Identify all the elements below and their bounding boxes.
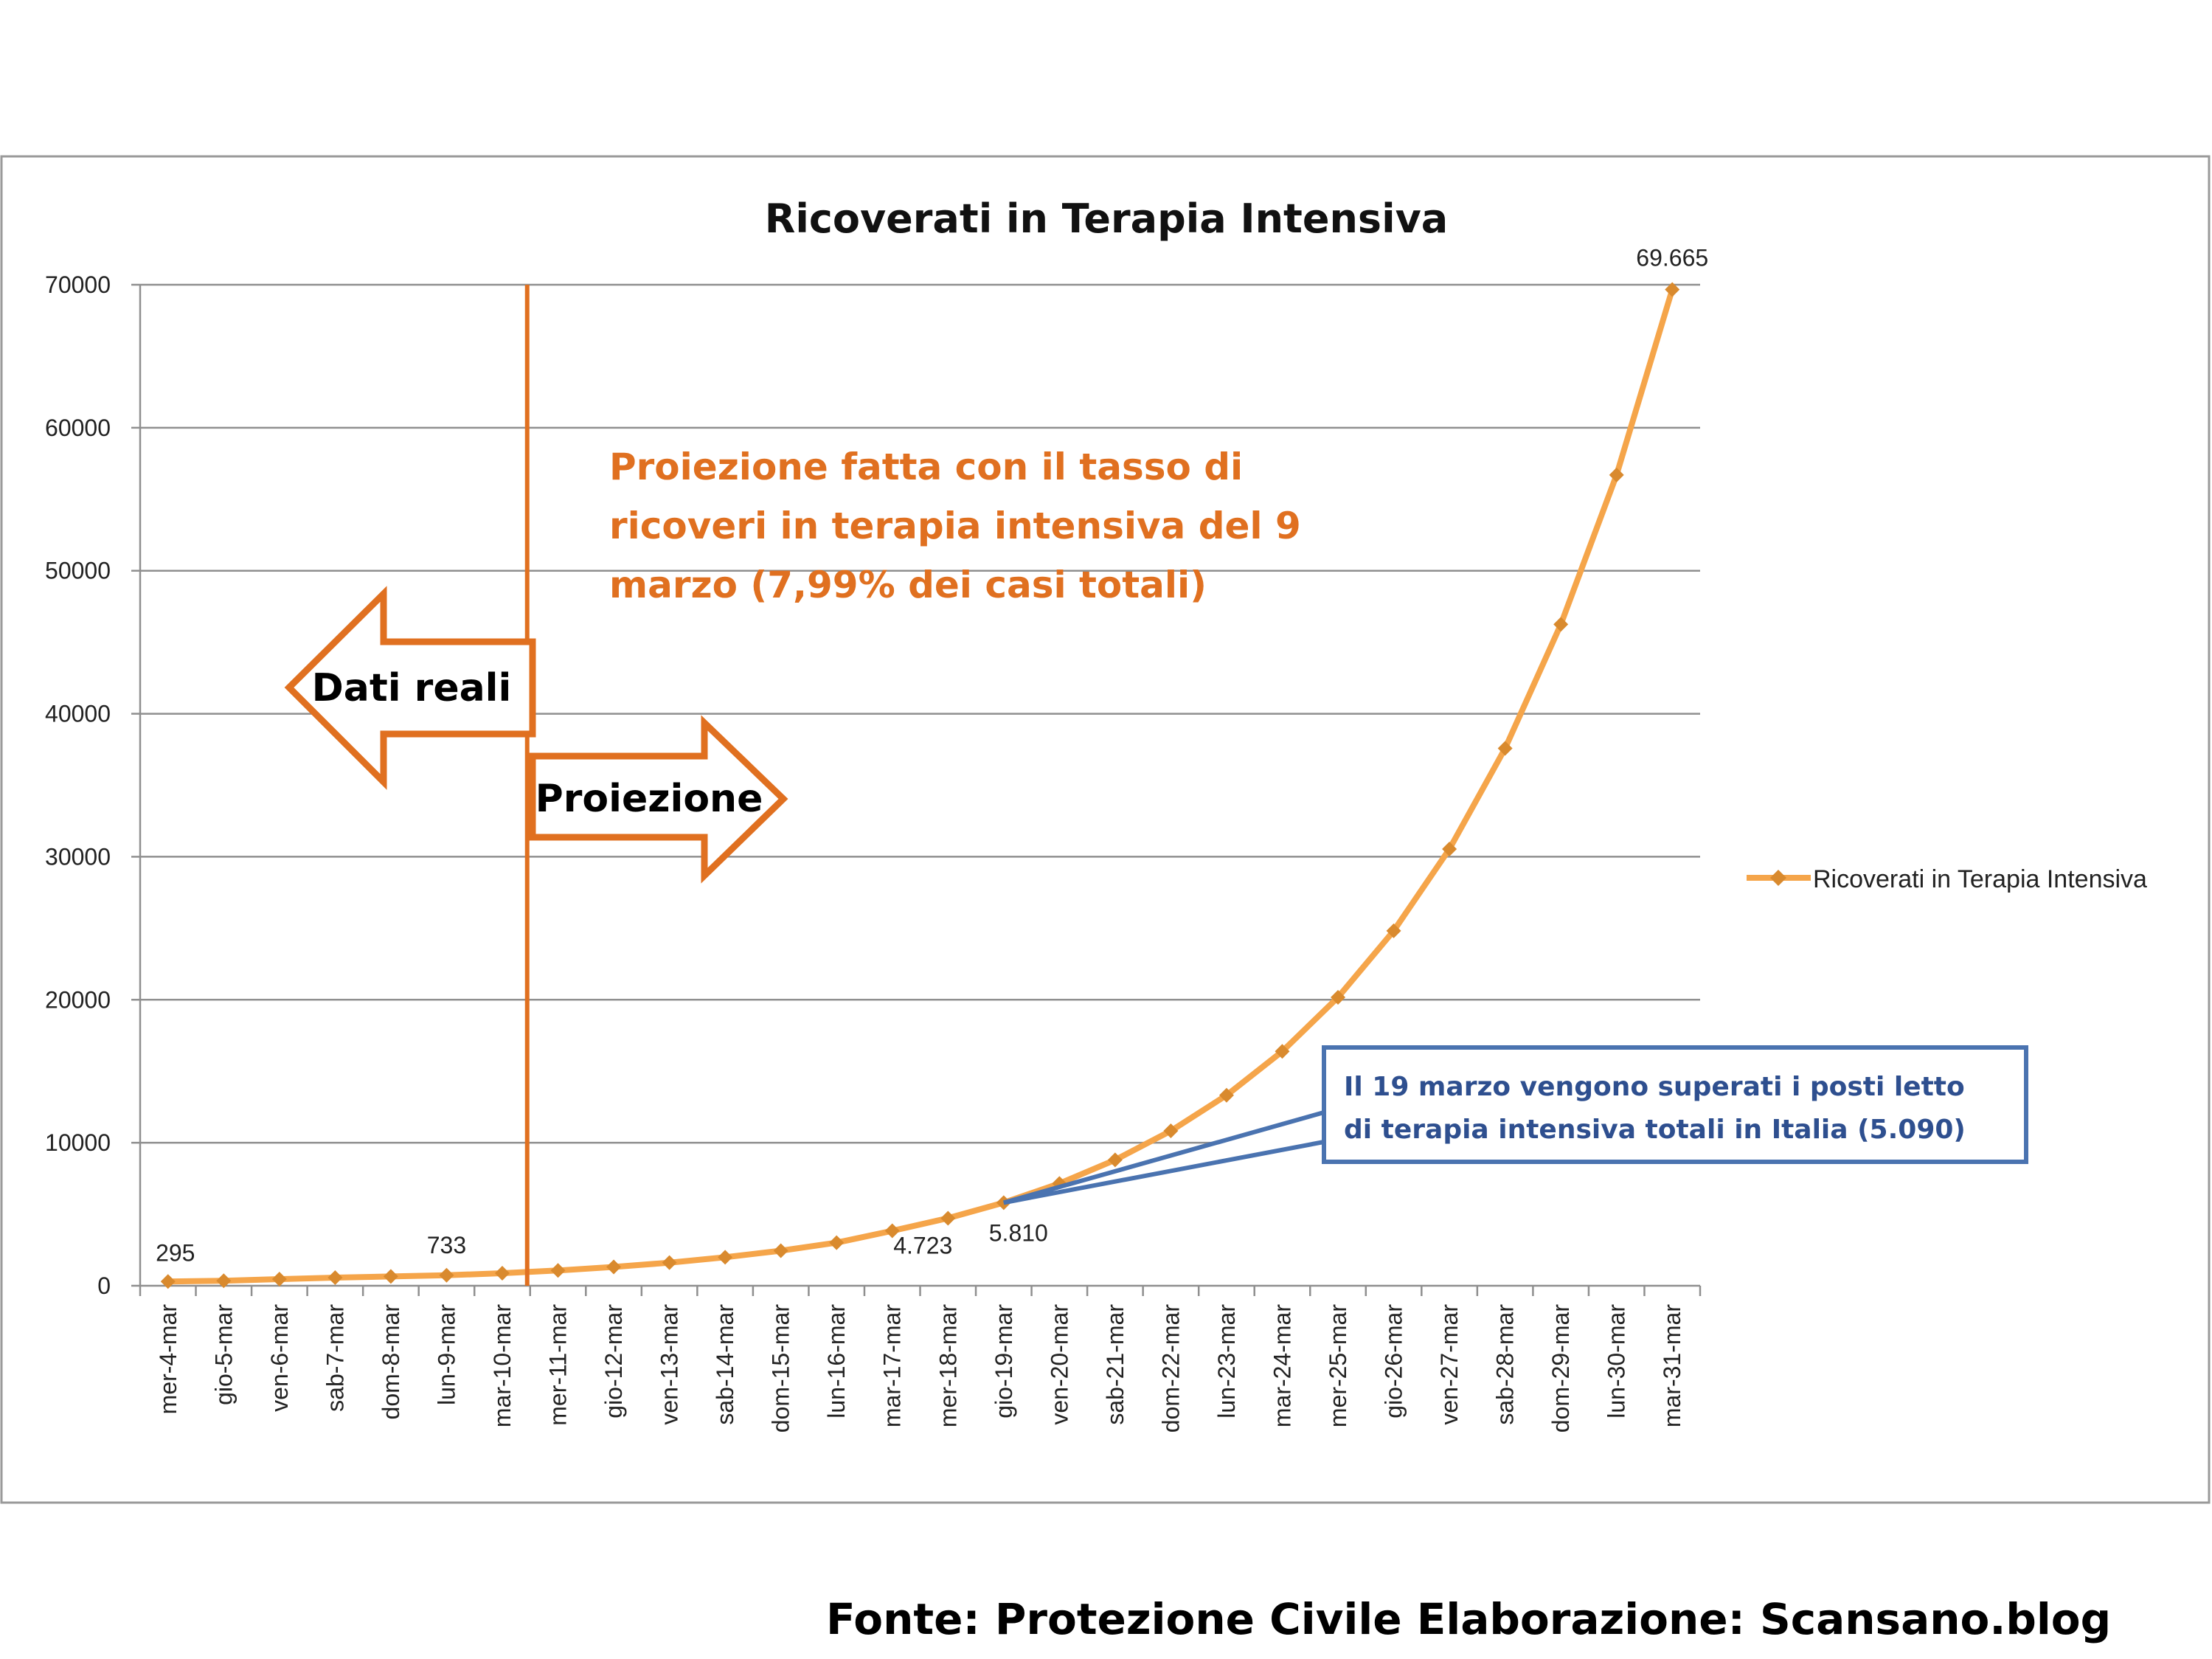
x-tick-label-sab-28-mar: sab-28-mar	[1492, 1304, 1519, 1425]
x-tick-label-mar-17-mar: mar-17-mar	[879, 1304, 906, 1427]
data-label-lun-9-mar: 733	[427, 1232, 466, 1258]
y-axis: 0 10000 20000 30000 40000 50000 60000 70000	[45, 271, 142, 1299]
data-label-mer-4-mar: 295	[156, 1239, 195, 1266]
x-tick-label-gio-19-mar: gio-19-mar	[991, 1304, 1017, 1419]
point-mar-24-mar	[1275, 1044, 1290, 1059]
point-dom-15-mar	[773, 1243, 788, 1258]
point-dom-8-mar	[383, 1269, 398, 1284]
x-tick-label-dom-29-mar: dom-29-mar	[1547, 1304, 1574, 1433]
point-gio-26-mar	[1386, 923, 1401, 938]
point-ven-27-mar	[1442, 841, 1457, 856]
point-lun-16-mar	[829, 1235, 845, 1250]
y-tick-label-60000: 60000	[45, 415, 111, 441]
point-dom-22-mar	[1163, 1123, 1179, 1139]
x-tick-label-dom-22-mar: dom-22-mar	[1157, 1304, 1184, 1433]
point-mer-18-mar	[940, 1211, 956, 1226]
x-tick-label-ven-6-mar: ven-6-mar	[266, 1304, 293, 1412]
point-sab-14-mar	[718, 1250, 733, 1265]
series-line	[164, 286, 1676, 1285]
point-sab-28-mar	[1497, 741, 1513, 756]
projection-note-line-1: Proiezione fatta con il tasso di	[609, 446, 1243, 488]
point-mar-10-mar	[494, 1265, 510, 1281]
right-arrow-icon	[529, 715, 788, 884]
point-mar-31-mar	[1665, 282, 1680, 297]
x-tick-label-sab-7-mar: sab-7-mar	[322, 1304, 348, 1412]
data-label-gio-19-mar: 5.810	[989, 1219, 1048, 1246]
point-lun-23-mar	[1218, 1087, 1234, 1103]
x-tick-label-mer-18-mar: mer-18-mar	[935, 1304, 961, 1427]
y-tick-label-0: 0	[97, 1272, 111, 1299]
x-tick-label-ven-13-mar: ven-13-mar	[656, 1304, 683, 1425]
point-mer-25-mar	[1331, 989, 1346, 1005]
point-mar-17-mar	[884, 1223, 900, 1239]
point-mer-4-mar	[160, 1274, 176, 1289]
chart-frame	[0, 155, 2211, 1504]
y-tick-label-20000: 20000	[45, 986, 111, 1013]
x-tick-label-mar-24-mar: mar-24-mar	[1269, 1304, 1295, 1427]
projection-note-line-3: marzo (7,99% dei casi totali)	[609, 564, 1207, 606]
x-tick-label-gio-26-mar: gio-26-mar	[1381, 1304, 1407, 1419]
x-tick-label-ven-20-mar: ven-20-mar	[1046, 1304, 1072, 1425]
series-ricoverati	[160, 282, 1680, 1289]
x-tick-label-mar-10-mar: mar-10-mar	[489, 1304, 516, 1427]
callout-line-2: di terapia intensiva totali in Italia (5…	[1344, 1115, 1966, 1145]
y-tick-label-30000: 30000	[45, 843, 111, 870]
x-tick-label-sab-21-mar: sab-21-mar	[1102, 1304, 1128, 1425]
x-tick-label-lun-9-mar: lun-9-mar	[433, 1304, 460, 1405]
point-sab-21-mar	[1107, 1152, 1123, 1168]
point-lun-30-mar	[1609, 467, 1624, 482]
legend: Ricoverati in Terapia Intensiva	[1747, 865, 2147, 893]
callout-line-1: Il 19 marzo vengono superati i posti let…	[1344, 1072, 1965, 1102]
legend-label: Ricoverati in Terapia Intensiva	[1813, 865, 2147, 893]
footer-source: Fonte: Protezione Civile Elaborazione: S…	[826, 1594, 2111, 1644]
y-tick-label-70000: 70000	[45, 271, 111, 298]
legend-marker-icon	[1770, 870, 1786, 886]
callout-box	[1322, 1045, 2028, 1164]
x-tick-label-mer-4-mar: mer-4-mar	[155, 1304, 181, 1415]
x-tick-label-dom-15-mar: dom-15-mar	[768, 1304, 794, 1433]
data-label-mer-18-mar: 4.723	[893, 1232, 952, 1258]
y-tick-label-50000: 50000	[45, 558, 111, 584]
projection-note-line-2: ricoveri in terapia intensiva del 9	[609, 505, 1301, 547]
left-arrow-label: Dati reali	[312, 666, 512, 710]
y-tick-label-40000: 40000	[45, 701, 111, 727]
point-ven-6-mar	[271, 1272, 287, 1287]
x-tick-label-lun-30-mar: lun-30-mar	[1603, 1304, 1630, 1419]
x-tick-label-dom-8-mar: dom-8-mar	[378, 1304, 404, 1420]
left-arrow-icon	[284, 586, 536, 790]
point-dom-29-mar	[1553, 617, 1569, 632]
x-tick-label-gio-5-mar: gio-5-mar	[210, 1304, 237, 1405]
x-tick-label-sab-14-mar: sab-14-mar	[712, 1304, 738, 1425]
x-tick-label-gio-12-mar: gio-12-mar	[600, 1304, 627, 1419]
chart-title: Ricoverati in Terapia Intensiva	[765, 195, 1448, 242]
y-tick-label-10000: 10000	[45, 1129, 111, 1156]
point-gio-5-mar	[216, 1273, 232, 1289]
right-arrow-label: Proiezione	[535, 777, 763, 821]
point-lun-9-mar	[439, 1267, 454, 1283]
x-tick-label-ven-27-mar: ven-27-mar	[1436, 1304, 1463, 1425]
point-mer-11-mar	[550, 1263, 566, 1278]
x-axis: mer-4-mar gio-5-mar ven-6-mar sab-7-mar dom-…	[139, 1284, 1702, 1433]
data-label-mar-31-mar: 69.665	[1636, 244, 1708, 271]
point-sab-7-mar	[327, 1270, 343, 1286]
data-labels: 295 733 4.723 5.810 69.665	[156, 244, 1708, 1266]
x-tick-label-lun-16-mar: lun-16-mar	[823, 1304, 850, 1419]
point-ven-13-mar	[662, 1255, 677, 1270]
x-tick-label-mer-25-mar: mer-25-mar	[1325, 1304, 1351, 1427]
point-gio-12-mar	[606, 1259, 622, 1275]
x-tick-label-lun-23-mar: lun-23-mar	[1213, 1304, 1240, 1419]
x-tick-label-mar-31-mar: mar-31-mar	[1659, 1304, 1685, 1427]
x-tick-label-mer-11-mar: mer-11-mar	[545, 1304, 572, 1426]
